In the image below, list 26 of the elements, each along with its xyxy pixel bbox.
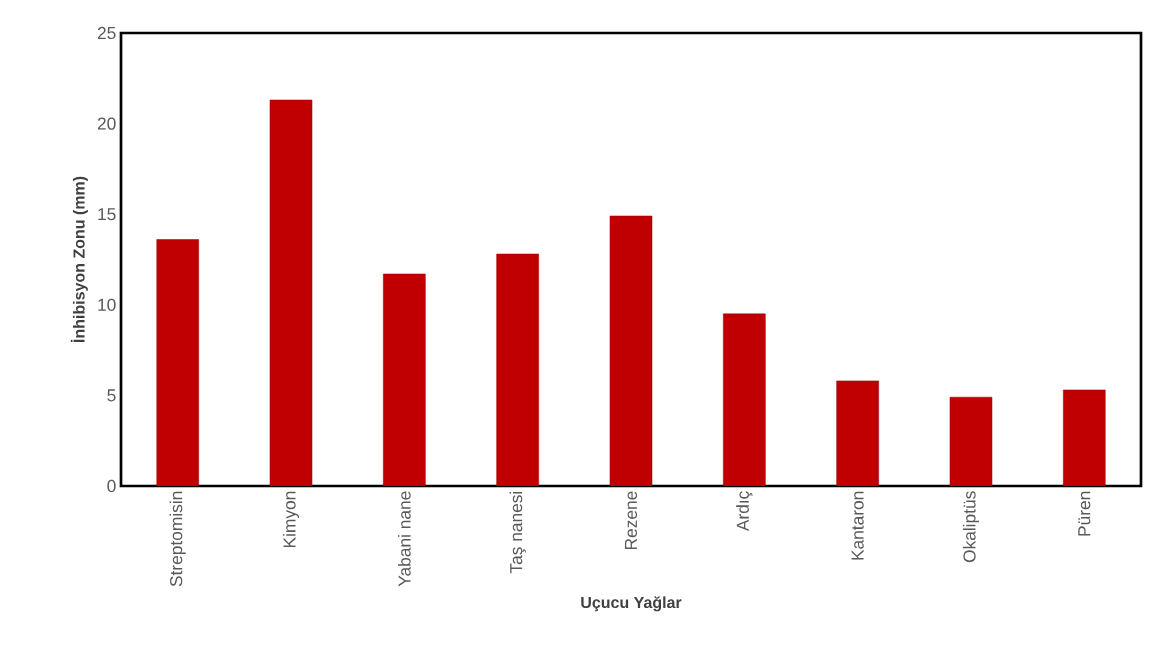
y-tick-label: 25 bbox=[97, 26, 116, 40]
x-tick-label: Püren bbox=[1078, 491, 1091, 536]
x-tick-label: Taş nanesi bbox=[509, 491, 526, 574]
x-tick-label: Ardıç bbox=[736, 491, 753, 532]
y-tick-label: 20 bbox=[97, 117, 116, 130]
bar bbox=[496, 253, 539, 486]
x-tick-label: Okaliptüs bbox=[962, 491, 980, 563]
bar bbox=[156, 239, 199, 486]
bar bbox=[1063, 389, 1106, 486]
y-tick-label: 5 bbox=[107, 389, 116, 402]
bar bbox=[836, 380, 879, 486]
x-axis-title: Uçucu Yağlar bbox=[581, 596, 682, 612]
y-tick-label: 15 bbox=[98, 208, 116, 221]
x-tick-label: Kantaron bbox=[851, 491, 864, 560]
bar bbox=[723, 313, 766, 486]
bar bbox=[269, 99, 313, 486]
x-tick-label: Yabani nane bbox=[397, 491, 411, 587]
bar bbox=[383, 273, 426, 486]
x-tick-label: Kimyon bbox=[282, 491, 300, 548]
x-tick-label: Streptomisin bbox=[169, 491, 186, 587]
bar bbox=[949, 396, 993, 486]
x-tick-label: Rezene bbox=[624, 491, 638, 550]
y-tick-label: 10 bbox=[98, 298, 116, 311]
y-tick-label: 0 bbox=[107, 479, 116, 493]
y-axis-title: İnhibisyon Zonu (mm) bbox=[70, 176, 88, 342]
bar bbox=[609, 215, 653, 486]
